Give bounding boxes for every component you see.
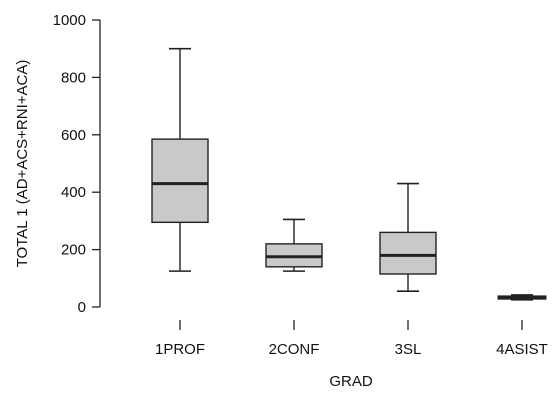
y-tick-label: 0 xyxy=(78,299,86,316)
y-axis-title: TOTAL 1 (AD+ACS+RNI+ACA) xyxy=(14,60,31,268)
box-2conf xyxy=(265,218,323,272)
y-tick-label: 600 xyxy=(61,127,86,144)
y-tick-label: 400 xyxy=(61,184,86,201)
x-tick-label: 4ASIST xyxy=(496,341,548,358)
x-axis-title: GRAD xyxy=(329,373,373,390)
y-tick-label: 1000 xyxy=(53,12,86,29)
y-tick-label: 200 xyxy=(61,242,86,259)
x-tick-label: 2CONF xyxy=(269,341,320,358)
y-axis: 0 200 400 600 800 1000 xyxy=(53,12,101,316)
box-4asist xyxy=(497,294,547,301)
box-3sl xyxy=(379,182,437,293)
x-tick-label: 3SL xyxy=(395,341,422,358)
box-series xyxy=(151,47,547,301)
box-1prof xyxy=(151,47,209,272)
x-axis: 1PROF 2CONF 3SL 4ASIST xyxy=(155,320,548,358)
iqr-box xyxy=(151,138,209,224)
y-tick-label: 800 xyxy=(61,69,86,86)
iqr-box xyxy=(379,231,437,275)
x-tick-label: 1PROF xyxy=(155,341,205,358)
